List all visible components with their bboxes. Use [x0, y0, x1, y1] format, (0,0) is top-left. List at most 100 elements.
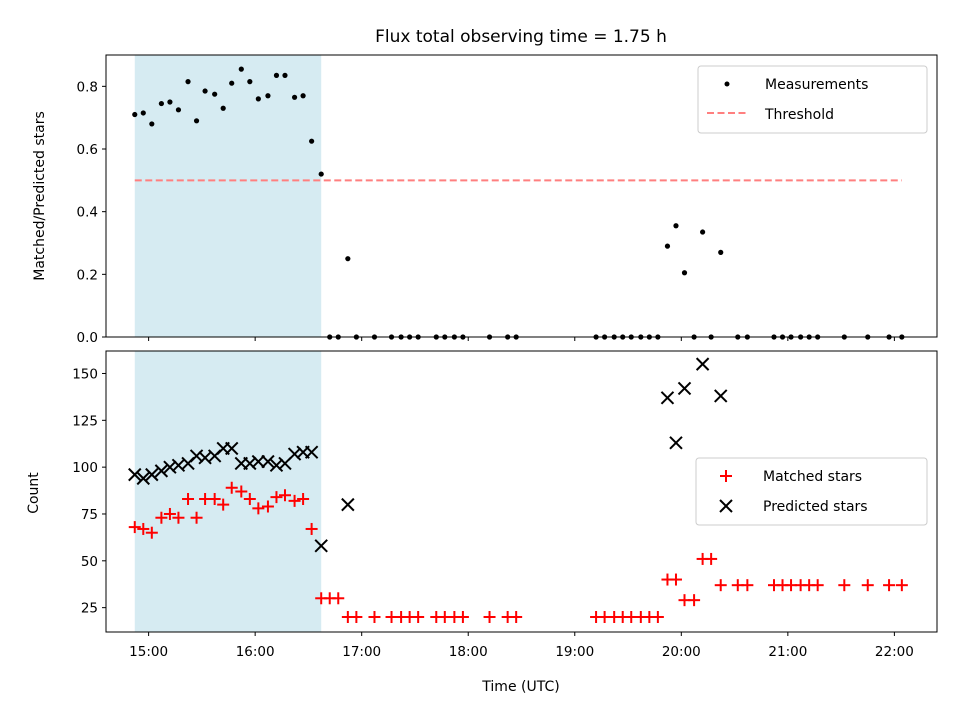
matched-star-point [456, 611, 469, 624]
predicted-star-point [714, 389, 728, 403]
predicted-star-point [251, 454, 266, 469]
matched-star-point [368, 611, 381, 624]
matched-star-point [128, 521, 141, 534]
matched-star-point [208, 492, 221, 505]
bottom-xtick-label: 21:00 [768, 644, 807, 660]
matched-star-point [137, 522, 150, 535]
measurement-point [318, 171, 324, 177]
measurement-point [300, 93, 306, 99]
matched-star-point [297, 492, 310, 505]
legend-matched-label: Matched stars [763, 469, 862, 485]
predicted-star-points [128, 357, 728, 553]
top-ytick-label: 0.2 [77, 267, 98, 283]
measurement-point [220, 105, 226, 111]
measurement-point [149, 121, 155, 127]
matched-star-point [261, 500, 274, 513]
matched-star-point [225, 481, 238, 494]
predicted-star-point [225, 441, 239, 456]
matched-star-point [669, 573, 682, 586]
measurement-point [255, 96, 261, 102]
x-axis-label: Time (UTC) [481, 679, 559, 695]
matched-star-point [483, 611, 496, 624]
matched-star-point [217, 498, 230, 511]
matched-star-point [163, 507, 176, 520]
predicted-star-point [341, 497, 355, 512]
measurement-point [193, 118, 200, 124]
bottom-ytick-label: 100 [72, 460, 98, 476]
measurement-point [158, 100, 164, 107]
matched-star-point [235, 485, 248, 498]
predicted-star-stroke-b [128, 467, 142, 482]
bottom-axes-frame [105, 350, 938, 633]
bottom-observing-span [134, 351, 322, 632]
predicted-star-point [261, 454, 275, 469]
measurement-point [700, 229, 706, 235]
matched-star-point [332, 592, 345, 605]
predicted-star-point [669, 436, 683, 450]
predicted-star-point [677, 381, 692, 396]
matched-star-point [811, 579, 824, 592]
chart-title: Flux total observing time = 1.75 h [375, 27, 667, 47]
matched-star-point [252, 502, 265, 515]
top-y-ticks: 0.0 0.2 0.4 0.6 0.8 [77, 79, 106, 346]
predicted-star-point [145, 467, 159, 482]
bottom-xtick-label: 17:00 [342, 644, 381, 660]
legend-predicted-label: Predicted stars [763, 499, 868, 515]
bottom-ytick-label: 125 [72, 413, 98, 429]
measurement-point [718, 249, 724, 255]
measurement-point [167, 99, 173, 105]
top-x-ticks [148, 337, 895, 341]
predicted-star-stroke-b [154, 464, 169, 478]
matched-star-point [182, 492, 195, 505]
measurement-point [265, 93, 271, 99]
matched-star-point [895, 579, 908, 592]
predicted-star-point [314, 539, 328, 553]
top-ytick-label: 0.6 [77, 142, 98, 158]
bottom-y-ticks: 25 50 75 100 125 150 [72, 366, 106, 617]
predicted-star-stroke-b [287, 447, 302, 461]
predicted-star-stroke-b [695, 357, 710, 371]
predicted-star-stroke-b [163, 460, 177, 474]
bottom-ytick-label: 50 [81, 554, 98, 570]
bottom-x-ticks: 15:00 16:00 17:00 18:00 19:00 20:00 21:00 22:00 [129, 632, 914, 660]
top-axes-frame [105, 54, 938, 338]
bottom-ytick-label: 75 [81, 507, 98, 523]
measurement-point [273, 72, 280, 78]
top-ytick-label: 0.4 [77, 205, 98, 221]
measurement-point [238, 66, 244, 72]
top-ytick-label: 0.0 [77, 330, 98, 346]
measurement-point [212, 91, 218, 97]
matched-star-point [510, 611, 523, 624]
matched-star-point [741, 579, 754, 592]
bottom-legend: Matched stars Predicted stars [695, 457, 928, 526]
bottom-y-axis-label: Count [26, 472, 42, 514]
matched-star-point [172, 511, 185, 524]
measurement-point [132, 111, 138, 118]
bottom-ytick-label: 25 [81, 601, 98, 617]
measurement-point [681, 270, 688, 276]
matched-star-point [145, 526, 158, 539]
predicted-star-stroke-b [669, 436, 683, 450]
bottom-panel: Count Time (UTC) 25 50 75 100 125 150 15:00 16… [26, 350, 938, 695]
measurement-point [229, 80, 235, 86]
matched-star-point [412, 611, 425, 624]
matched-star-point [651, 611, 664, 624]
predicted-star-stroke-b [677, 381, 692, 396]
predicted-star-stroke-b [243, 456, 257, 471]
measurement-point [291, 94, 298, 100]
predicted-star-point [695, 357, 710, 371]
predicted-star-stroke-b [261, 454, 275, 469]
predicted-star-stroke-b [251, 454, 266, 469]
measurement-point [185, 79, 191, 85]
measurement-point [673, 223, 679, 229]
predicted-star-stroke-b [136, 471, 150, 486]
top-observing-span [134, 55, 322, 337]
predicted-star-point [136, 471, 150, 486]
matched-star-point [688, 594, 701, 607]
matched-star-point [861, 579, 874, 592]
top-legend: Measurements Threshold [697, 65, 928, 134]
matched-star-points [128, 481, 908, 624]
measurement-point [175, 107, 182, 113]
matched-star-point [243, 492, 256, 505]
bottom-xtick-label: 18:00 [449, 644, 488, 660]
